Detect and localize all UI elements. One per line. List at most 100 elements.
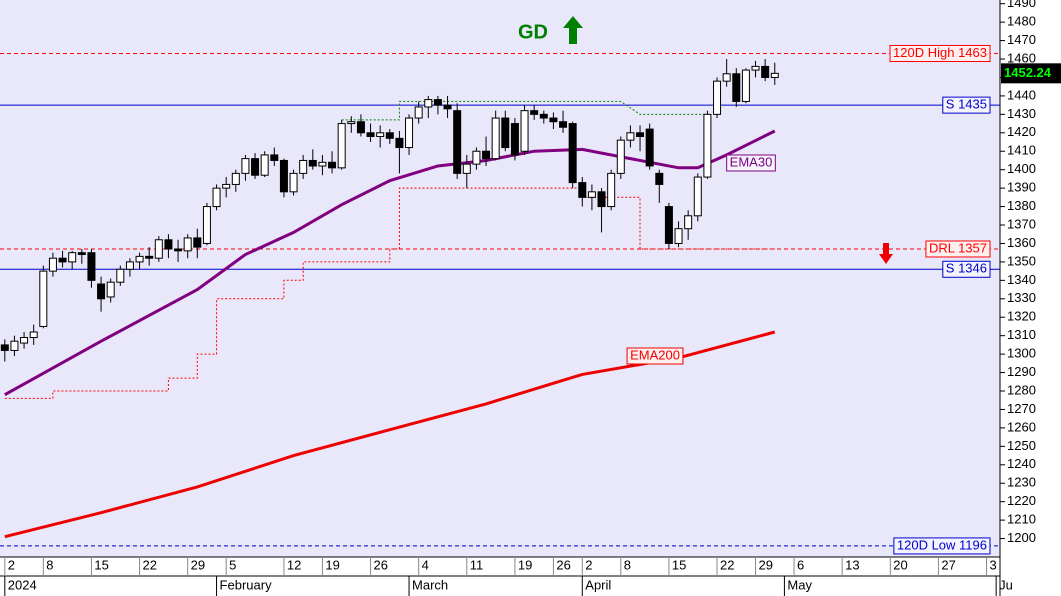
candle-body <box>597 191 606 208</box>
candle-body <box>395 137 404 149</box>
y-tick-label: 1200 <box>1007 530 1036 545</box>
candle-body <box>222 183 231 189</box>
candle-body <box>251 158 260 176</box>
y-tick-label: 1210 <box>1007 512 1036 527</box>
candle-body <box>510 123 519 156</box>
line-label: 120D High 1463 <box>893 45 987 60</box>
y-tick-label: 1270 <box>1007 401 1036 416</box>
candle-body <box>568 123 577 184</box>
y-tick-label: 1260 <box>1007 419 1036 434</box>
month-label: February <box>220 577 273 592</box>
candle-body <box>443 104 452 110</box>
candle-body <box>693 176 702 217</box>
y-tick-label: 1220 <box>1007 493 1036 508</box>
x-tick-label: 29 <box>759 557 773 572</box>
label-box <box>626 347 684 365</box>
candle-body <box>770 72 779 78</box>
candle-body <box>405 117 414 149</box>
label-box <box>942 96 991 114</box>
x-tick-label: 20 <box>893 557 907 572</box>
candle-body <box>433 99 442 106</box>
y-tick-label: 1310 <box>1007 327 1036 342</box>
up-arrow <box>563 16 583 44</box>
down-arrow <box>879 243 893 264</box>
candle-body <box>424 99 433 108</box>
candle-body <box>58 257 67 263</box>
candle-body <box>145 255 154 259</box>
indicator-line <box>341 100 708 121</box>
x-tick-label: 2 <box>8 557 15 572</box>
candle-body <box>193 237 202 248</box>
candle-body <box>164 239 173 250</box>
candle-body <box>366 132 375 137</box>
candle-body <box>636 132 645 137</box>
candle-body <box>337 123 346 169</box>
candle-body <box>77 252 86 256</box>
line-label: EMA30 <box>730 154 773 169</box>
candle-body <box>713 80 722 115</box>
candle-body <box>106 281 115 298</box>
candle-body <box>299 159 308 174</box>
y-axis-area <box>1000 0 1061 596</box>
y-tick-label: 1300 <box>1007 346 1036 361</box>
candle-body <box>279 159 288 193</box>
candle-body <box>68 252 77 263</box>
y-tick-label: 1340 <box>1007 272 1036 287</box>
x-tick-label: 4 <box>422 557 429 572</box>
y-tick-label: 1360 <box>1007 235 1036 250</box>
candle-body <box>453 110 462 174</box>
candle-body <box>741 69 750 102</box>
candle-body <box>645 128 654 167</box>
x-tick-label: 26 <box>374 557 388 572</box>
candle-body <box>549 117 558 123</box>
candle-body <box>241 158 250 174</box>
month-label: 2024 <box>8 577 37 592</box>
x-tick-label: 6 <box>797 557 804 572</box>
candle-body <box>0 344 9 351</box>
candle-body <box>48 257 57 272</box>
x-tick-label: 8 <box>624 557 631 572</box>
candle-body <box>154 239 163 259</box>
y-tick-label: 1460 <box>1007 50 1036 65</box>
label-box <box>925 240 991 258</box>
y-tick-label: 1390 <box>1007 180 1036 195</box>
candle-body <box>376 132 385 137</box>
candle-body <box>318 161 327 167</box>
y-tick-label: 1480 <box>1007 14 1036 29</box>
candle-body <box>116 268 125 283</box>
candle-body <box>587 191 596 198</box>
candle-body <box>231 172 240 185</box>
candle-body <box>626 132 635 141</box>
candle-body <box>29 331 38 339</box>
month-label: March <box>412 577 448 592</box>
candle-body <box>356 121 365 134</box>
y-tick-label: 1230 <box>1007 475 1036 490</box>
month-label: May <box>787 577 812 592</box>
candle-body <box>39 270 48 327</box>
y-tick-label: 1320 <box>1007 309 1036 324</box>
label-box <box>726 154 776 172</box>
price-tag <box>1001 63 1061 84</box>
candle-body <box>684 215 693 230</box>
candle-body <box>308 159 317 167</box>
y-tick-label: 1430 <box>1007 106 1036 121</box>
month-label: April <box>585 577 611 592</box>
x-tick-label: 11 <box>470 557 484 572</box>
candle-body <box>385 132 394 139</box>
line-label: S 1346 <box>946 261 987 276</box>
candle-body <box>472 150 481 165</box>
candle-body <box>491 117 500 160</box>
candle-body <box>270 154 279 161</box>
candle-body <box>530 110 539 115</box>
candle-body <box>347 121 356 125</box>
month-label: Ju <box>999 577 1013 592</box>
candle-body <box>616 139 625 174</box>
candle-body <box>674 228 683 244</box>
candle-body <box>260 154 269 176</box>
y-tick-label: 1470 <box>1007 32 1036 47</box>
candle-body <box>202 206 211 244</box>
candle-body <box>482 150 491 160</box>
x-tick-label: 27 <box>941 557 955 572</box>
label-box <box>942 260 991 278</box>
candle-body <box>703 113 712 178</box>
